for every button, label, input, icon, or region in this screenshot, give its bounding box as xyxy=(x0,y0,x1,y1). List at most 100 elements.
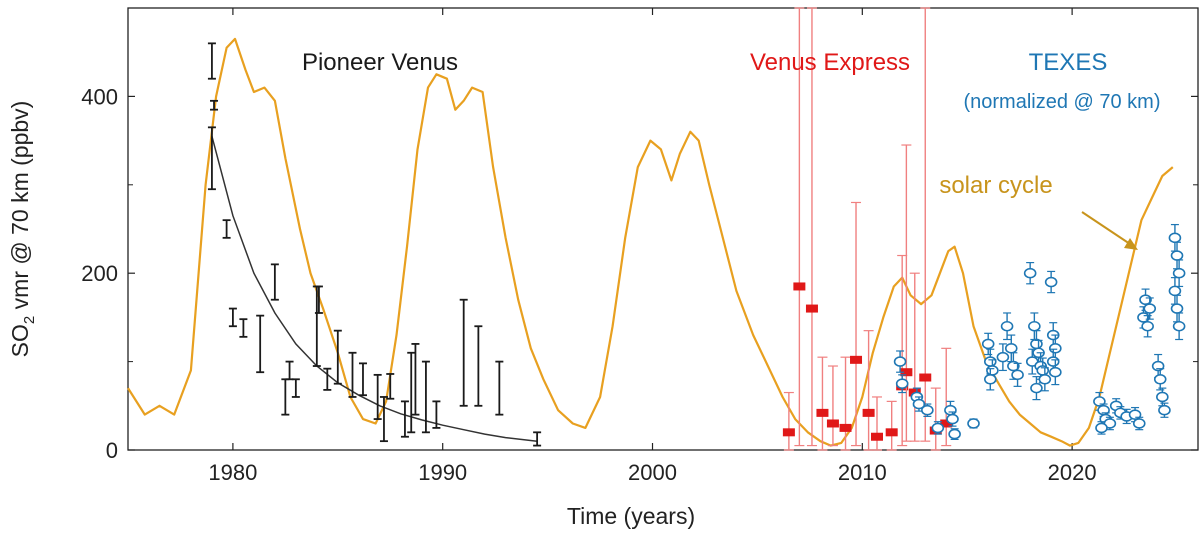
venus-express-point xyxy=(885,400,898,451)
texes-point xyxy=(895,374,909,394)
venus-express-label: Venus Express xyxy=(750,49,910,76)
texes-point xyxy=(893,350,907,373)
venus-express-point xyxy=(850,201,863,447)
texes-point xyxy=(1172,312,1186,341)
texes-marker xyxy=(1172,267,1186,279)
venus-express-marker xyxy=(900,368,913,377)
texes-marker xyxy=(948,428,961,440)
texes-marker xyxy=(983,373,997,385)
venus-express-point xyxy=(782,391,795,451)
texes-marker xyxy=(1049,366,1062,378)
texes-note-label: (normalized @ 70 km) xyxy=(963,91,1160,113)
venus-express-point xyxy=(940,347,953,447)
texes-point xyxy=(983,368,997,391)
texes-marker xyxy=(1000,320,1014,332)
solar-cycle-arrow xyxy=(1081,211,1131,245)
texes-marker xyxy=(1172,320,1186,332)
texes-point xyxy=(1151,353,1165,379)
venus-express-marker xyxy=(940,419,953,428)
pioneer-point xyxy=(411,343,420,416)
texes-marker xyxy=(1049,343,1062,354)
x-tick-label: 1990 xyxy=(418,460,467,485)
venus-express-marker xyxy=(862,408,875,417)
texes-marker xyxy=(946,413,959,425)
texes-marker xyxy=(893,356,907,367)
texes-point xyxy=(1158,402,1171,418)
texes-point xyxy=(1038,367,1052,392)
texes-point xyxy=(1030,376,1043,401)
texes-marker xyxy=(986,365,999,376)
texes-marker xyxy=(1030,382,1043,394)
pioneer-point xyxy=(207,42,216,80)
texes-marker xyxy=(1011,369,1024,381)
x-tick-label: 2000 xyxy=(628,460,677,485)
texes-marker xyxy=(1004,343,1018,354)
pioneer-point xyxy=(474,325,483,407)
x-axis-title: Time (years) xyxy=(567,503,695,529)
texes-marker xyxy=(1168,285,1182,297)
texes-point xyxy=(1141,315,1154,338)
axis-ticks: 1980 1990 2000 2010 2020 0 200 400 xyxy=(81,8,1198,485)
texes-point xyxy=(1168,223,1182,252)
texes-point xyxy=(921,403,934,418)
texes-marker xyxy=(1143,303,1157,314)
texes-point xyxy=(1000,312,1014,341)
pioneer-point xyxy=(407,351,416,434)
texes-point xyxy=(1172,259,1186,288)
x-tick-label: 2010 xyxy=(838,460,887,485)
y-axis-title-sub: 2 xyxy=(21,316,38,324)
texes-marker xyxy=(1132,418,1146,429)
texes-point xyxy=(1170,241,1184,270)
venus-express-point xyxy=(805,7,818,447)
venus-express-point xyxy=(900,144,913,442)
pioneer-point xyxy=(348,351,357,398)
texes-marker xyxy=(996,351,1010,363)
texes-point xyxy=(1132,416,1146,431)
texes-marker xyxy=(1038,373,1052,385)
texes-marker xyxy=(1046,356,1060,367)
venus-express-marker xyxy=(816,408,829,417)
pioneer-point xyxy=(459,298,468,407)
solar-cycle-label: solar cycle xyxy=(939,172,1052,199)
texes-point xyxy=(1023,261,1037,285)
texes-marker xyxy=(1168,232,1182,244)
texes-marker xyxy=(1141,320,1154,332)
pioneer-fit-curve xyxy=(211,136,538,442)
x-tick-label: 1980 xyxy=(208,460,257,485)
y-tick-label: 0 xyxy=(106,438,118,463)
pioneer-point xyxy=(210,99,219,111)
texes-point xyxy=(1028,312,1041,341)
venus-express-marker xyxy=(805,304,818,313)
y-axis-title: SO2 vmr @ 70 km (ppbv) xyxy=(7,101,38,358)
texes-point xyxy=(1049,359,1062,386)
y-tick-label: 400 xyxy=(81,84,118,109)
texes-marker xyxy=(983,356,997,367)
pioneer-point xyxy=(386,373,395,400)
venus-express-marker xyxy=(839,423,852,432)
texes-point xyxy=(931,421,945,435)
pioneer-point xyxy=(270,263,279,301)
texes-label: TEXES xyxy=(1029,49,1108,76)
venus-express-point xyxy=(919,7,932,442)
texes-marker xyxy=(1028,320,1041,332)
texes-marker xyxy=(895,378,909,390)
venus-express-point xyxy=(793,7,806,447)
pioneer-point xyxy=(207,126,216,191)
pioneer-point xyxy=(495,360,504,416)
pioneer-point xyxy=(533,431,542,447)
venus-express-marker xyxy=(793,282,806,291)
pioneer-point xyxy=(333,329,342,385)
pioneer-point xyxy=(291,378,300,398)
venus-express-marker xyxy=(826,419,839,428)
venus-express-marker xyxy=(871,432,883,441)
pioneer-point xyxy=(400,400,409,438)
x-tick-label: 2020 xyxy=(1048,460,1097,485)
texes-marker xyxy=(1095,422,1108,434)
venus-express-point xyxy=(862,330,875,451)
texes-point xyxy=(1095,421,1108,435)
texes-marker xyxy=(1170,303,1184,314)
venus-express-marker xyxy=(782,428,795,437)
pioneer-point xyxy=(256,314,265,374)
pioneer-point xyxy=(239,318,248,338)
